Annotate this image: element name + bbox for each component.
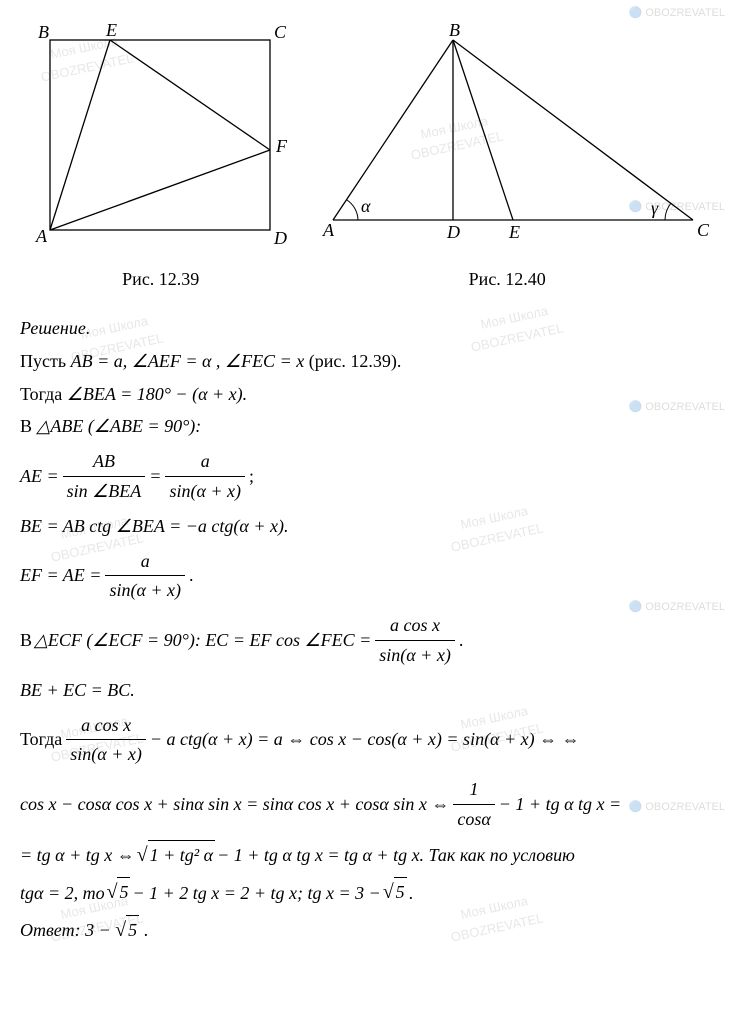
math: − 1 + tg α tg x = tg α + tg x. Так как п… (217, 841, 575, 870)
label-C: C (697, 220, 710, 240)
math: . (189, 561, 194, 590)
math: a cos x (375, 611, 455, 641)
caption-12-40: Рис. 12.40 (307, 269, 707, 290)
equation-final: tgα = 2, то √ 5 − 1 + 2 tg x = 2 + tg x;… (20, 877, 713, 909)
equation-then: Тогда a cos x sin(α + x) − a ctg(α + x) … (20, 711, 713, 770)
figures-row: B E C F D A A B C D E α γ (20, 20, 713, 255)
text: Тогда (20, 384, 67, 404)
math: cos x − cosα cos x + sinα sin x = sinα c… (20, 790, 449, 819)
caption-row: Рис. 12.39 Рис. 12.40 (20, 263, 713, 300)
label-C: C (274, 22, 287, 42)
math: = (149, 462, 161, 491)
math: △ABE (∠ABE = 90°): (37, 416, 202, 436)
math: tgα = 2, то (20, 879, 105, 908)
math: . (409, 879, 414, 908)
equation-EF: EF = AE = a sin(α + x) . (20, 547, 713, 606)
math: − 1 + 2 tg x = 2 + tg x; tg x = 3 − (132, 879, 380, 908)
label-F: F (275, 136, 288, 156)
label-A: A (35, 226, 48, 246)
figure-12-40: A B C D E α γ (313, 20, 713, 255)
math: − 1 + tg α tg x = (499, 790, 621, 819)
caption-12-39: Рис. 12.39 (26, 269, 296, 290)
figure-12-40-svg: A B C D E α γ (313, 20, 713, 250)
math: 5 (126, 915, 139, 947)
math: sin(α + x) (375, 641, 455, 670)
math: a cos x (66, 711, 146, 741)
text: В (20, 626, 32, 655)
text: Пусть (20, 351, 71, 371)
label-A: A (322, 220, 335, 240)
math: 1 + tg² α (148, 840, 216, 872)
math: 5 (117, 877, 130, 909)
math: a (165, 447, 245, 477)
answer-value: 3 − (85, 920, 115, 940)
text: В (20, 416, 37, 436)
label-B: B (449, 20, 460, 40)
label-E: E (508, 222, 520, 242)
math: sin(α + x) (105, 576, 185, 605)
equation-AE: AE = AB sin ∠BEA = a sin(α + x) ; (20, 447, 713, 506)
math: △ECF (∠ECF = 90°): EC = EF cos ∠FEC = (34, 626, 371, 655)
math: 1 (453, 775, 494, 805)
math: . (459, 626, 464, 655)
label-gamma: γ (651, 198, 659, 218)
equation-BEBC: BE + EC = BC. (20, 680, 135, 700)
math: 5 (394, 877, 407, 909)
math: EF = AE = (20, 561, 101, 590)
equation-ECF: В △ECF (∠ECF = 90°): EC = EF cos ∠FEC = … (20, 611, 713, 670)
text: (рис. 12.39). (309, 351, 402, 371)
solution-heading: Решение. (20, 318, 90, 338)
label-alpha: α (361, 196, 371, 216)
math: sin(α + x) (66, 740, 146, 769)
solution-body: Решение. Пусть AB = a, ∠AEF = α , ∠FEC =… (20, 314, 713, 947)
figure-12-39-svg: B E C F D A (20, 20, 290, 250)
label-B: B (38, 22, 49, 42)
equation-long2: = tg α + tg x ⇔ √ 1 + tg² α − 1 + tg α t… (20, 840, 713, 872)
math: ; (249, 462, 254, 491)
equation-BE: BE = AB ctg ∠BEA = −a ctg(α + x). (20, 516, 288, 536)
math: AB (63, 447, 146, 477)
answer-value: . (144, 920, 149, 940)
math: ∠BEA = 180° − (α + x). (67, 384, 247, 404)
label-E: E (105, 20, 117, 40)
label-D: D (273, 228, 287, 248)
corner-watermark: 🔵 OBOZREVATEL (629, 6, 725, 19)
math: − a ctg(α + x) = a ⇔ cos x − cos(α + x) … (150, 725, 580, 754)
text: Тогда (20, 725, 62, 754)
math: a (105, 547, 185, 577)
math: AE = (20, 462, 59, 491)
math: AB = a, ∠AEF = α , ∠FEC = x (71, 351, 305, 371)
math: cosα (453, 805, 494, 834)
math: = tg α + tg x ⇔ (20, 841, 135, 870)
math: sin(α + x) (165, 477, 245, 506)
math: sin ∠BEA (63, 477, 146, 506)
figure-12-39: B E C F D A (20, 20, 290, 255)
label-D: D (446, 222, 460, 242)
answer-label: Ответ: (20, 920, 81, 940)
equation-long1: cos x − cosα cos x + sinα sin x = sinα c… (20, 775, 713, 834)
